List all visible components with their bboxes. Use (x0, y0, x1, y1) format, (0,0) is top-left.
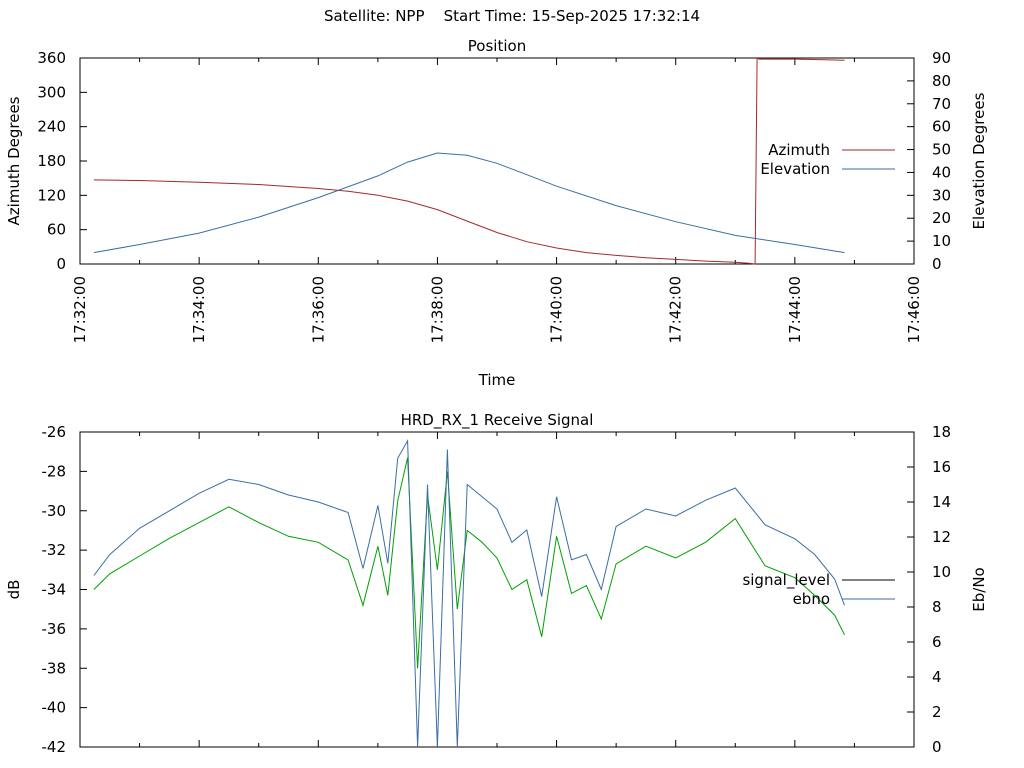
legend-label: ebno (793, 590, 830, 608)
page-title: Satellite: NPP Start Time: 15-Sep-2025 1… (323, 7, 701, 25)
chart-title: HRD_RX_1 Receive Signal (401, 411, 594, 430)
y2-tick-label: 6 (932, 633, 942, 651)
x-tick-label: 17:40:00 (548, 276, 566, 343)
y2-tick-label: 16 (932, 458, 951, 476)
y-tick-label: -26 (42, 423, 67, 441)
legend-label: Azimuth (768, 141, 830, 159)
y-tick-label: 60 (47, 221, 66, 239)
y2-tick-label: 0 (932, 255, 942, 273)
y-tick-label: -42 (42, 738, 67, 756)
y2-tick-label: 8 (932, 598, 942, 616)
y2-tick-label: 10 (932, 563, 951, 581)
x-tick-label: 17:46:00 (905, 276, 923, 343)
y2-tick-label: 40 (932, 163, 951, 181)
x-tick-label: 17:42:00 (667, 276, 685, 343)
y-tick-label: 300 (37, 83, 66, 101)
x-tick-label: 17:32:00 (71, 276, 89, 343)
y2-tick-label: 12 (932, 528, 951, 546)
chart-title: Position (468, 37, 526, 55)
y2-tick-label: 60 (932, 118, 951, 136)
y2-tick-label: 50 (932, 141, 951, 159)
y-tick-label: -40 (42, 699, 67, 717)
y2-axis-label: Elevation Degrees (970, 92, 988, 229)
x-tick-label: 17:34:00 (190, 276, 208, 343)
y2-tick-label: 30 (932, 186, 951, 204)
y-tick-label: 120 (37, 186, 66, 204)
x-tick-label: 17:44:00 (786, 276, 804, 343)
y-tick-label: 0 (56, 255, 66, 273)
y-tick-label: -30 (42, 502, 67, 520)
y-tick-label: 180 (37, 152, 66, 170)
legend-label: Elevation (760, 160, 830, 178)
y2-tick-label: 80 (932, 72, 951, 90)
y2-tick-label: 4 (932, 668, 942, 686)
x-tick-label: 17:38:00 (428, 276, 446, 343)
y2-tick-label: 10 (932, 232, 951, 250)
y-tick-label: -32 (42, 541, 67, 559)
series-line-signal-level (93, 457, 845, 669)
plot-frame (79, 431, 915, 748)
y2-tick-label: 70 (932, 95, 951, 113)
y2-tick-label: 18 (932, 423, 951, 441)
y2-axis-label: Eb/No (970, 567, 988, 611)
y2-tick-label: 2 (932, 703, 942, 721)
y2-tick-label: 0 (932, 738, 942, 756)
series-line-azimuth (93, 57, 845, 265)
y-tick-label: 360 (37, 49, 66, 67)
y-tick-label: -36 (42, 620, 67, 638)
y2-tick-label: 90 (932, 49, 951, 67)
y2-tick-label: 20 (932, 209, 951, 227)
y-axis-label: Azimuth Degrees (5, 96, 23, 225)
y-axis-label: dB (5, 580, 23, 600)
y-tick-label: -28 (42, 462, 67, 480)
legend-label: signal_level (742, 571, 830, 590)
y-tick-label: -38 (42, 659, 67, 677)
series-line-ebno (93, 439, 845, 748)
x-tick-label: 17:36:00 (309, 276, 327, 343)
series-line-elevation (93, 152, 845, 254)
y-tick-label: -34 (42, 581, 67, 599)
y-tick-label: 240 (37, 118, 66, 136)
y2-tick-label: 14 (932, 493, 951, 511)
x-axis-label: Time (478, 371, 516, 389)
